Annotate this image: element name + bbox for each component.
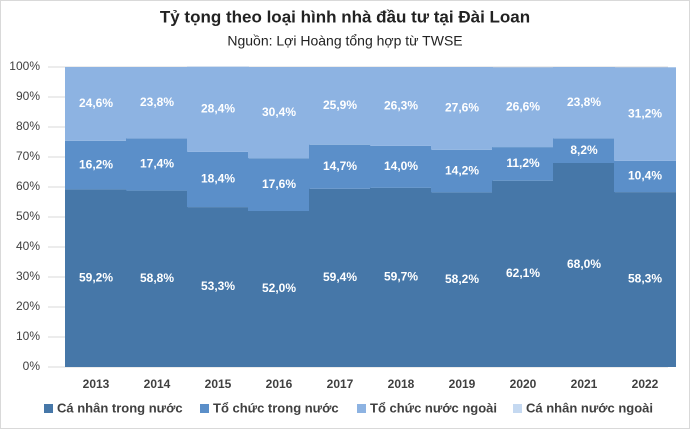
value-label: 58,2% (445, 272, 479, 286)
bar-segment (126, 138, 188, 191)
bar-segment (492, 67, 554, 148)
value-label: 10,4% (628, 169, 662, 183)
value-label: 25,9% (323, 98, 357, 112)
y-tick-label: 100% (9, 59, 40, 73)
y-tick-label: 80% (16, 119, 40, 133)
value-label: 26,3% (384, 99, 418, 113)
y-tick-label: 10% (16, 329, 40, 343)
value-label: 18,4% (201, 172, 235, 186)
value-label: 14,0% (384, 159, 418, 173)
y-tick-label: 70% (16, 149, 40, 163)
y-tick-label: 90% (16, 89, 40, 103)
value-label: 30,4% (262, 105, 296, 119)
y-tick-label: 30% (16, 269, 40, 283)
value-label: 58,3% (628, 272, 662, 286)
bar-segment (248, 211, 310, 367)
x-tick-label: 2017 (327, 377, 354, 391)
x-tick-label: 2016 (266, 377, 293, 391)
value-label: 28,4% (201, 101, 235, 115)
bar-segment (187, 151, 249, 208)
legend-swatch (44, 404, 53, 413)
x-tick-label: 2018 (388, 377, 415, 391)
bar-segment (187, 207, 249, 367)
value-label: 27,6% (445, 101, 479, 115)
legend-swatch (513, 404, 522, 413)
value-label: 52,0% (262, 281, 296, 295)
value-label: 68,0% (567, 257, 601, 271)
bar-segment (65, 67, 127, 141)
value-label: 24,6% (79, 96, 113, 110)
y-tick-label: 40% (16, 239, 40, 253)
legend-label: Cá nhân nước ngoài (526, 400, 653, 415)
x-tick-label: 2022 (632, 377, 659, 391)
value-label: 8,2% (570, 143, 598, 157)
value-label: 31,2% (628, 106, 662, 120)
value-label: 17,4% (140, 157, 174, 171)
bar-segment (492, 147, 554, 181)
bar-segment (431, 192, 493, 367)
value-label: 17,6% (262, 177, 296, 191)
y-tick-label: 0% (23, 359, 41, 373)
bar-segment (187, 66, 249, 152)
value-label: 16,2% (79, 157, 113, 171)
value-label: 58,8% (140, 271, 174, 285)
bar-segment (126, 67, 188, 139)
bar-segment (431, 67, 493, 150)
bar-segment (370, 187, 432, 367)
bar-segment (65, 140, 127, 190)
y-tick-label: 60% (16, 179, 40, 193)
legend-label: Tổ chức trong nước (213, 400, 339, 415)
bar-segment (309, 188, 371, 367)
bar-segment (248, 67, 310, 159)
legend-swatch (200, 404, 209, 413)
bar-segment (553, 163, 615, 367)
bar-segment (553, 138, 615, 163)
bar-segment (614, 160, 676, 193)
value-label: 59,4% (323, 270, 357, 284)
bar-segment (370, 67, 432, 146)
chart-title: Tỷ tọng theo loại hình nhà đầu tư tại Đà… (160, 7, 530, 26)
x-tick-label: 2019 (449, 377, 476, 391)
legend-swatch (357, 404, 366, 413)
value-label: 14,7% (323, 159, 357, 173)
x-tick-label: 2014 (144, 377, 171, 391)
bar-segment (248, 158, 310, 211)
value-label: 59,7% (384, 270, 418, 284)
bar-segment (614, 67, 676, 161)
value-label: 14,2% (445, 163, 479, 177)
bar-segment (309, 144, 371, 189)
x-tick-label: 2013 (83, 377, 110, 391)
bar-segment (553, 67, 615, 139)
value-label: 59,2% (79, 270, 113, 284)
y-tick-label: 20% (16, 299, 40, 313)
x-tick-label: 2015 (205, 377, 232, 391)
legend-label: Tổ chức nước ngoài (370, 400, 497, 415)
value-label: 62,1% (506, 266, 540, 280)
bar-segment (309, 67, 371, 145)
legend-label: Cá nhân trong nước (57, 400, 183, 415)
x-tick-label: 2021 (571, 377, 598, 391)
bar-segment (65, 189, 127, 367)
value-label: 26,6% (506, 99, 540, 113)
bar-segment (370, 145, 432, 188)
y-tick-label: 50% (16, 209, 40, 223)
bar-segment (492, 180, 554, 367)
value-label: 53,3% (201, 279, 235, 293)
value-label: 23,8% (140, 95, 174, 109)
value-label: 11,2% (506, 156, 540, 170)
x-tick-label: 2020 (510, 377, 537, 391)
bar-segment (126, 190, 188, 367)
value-label: 23,8% (567, 95, 601, 109)
bar-segment (431, 149, 493, 193)
chart-subtitle: Nguồn: Lợi Hoàng tổng hợp từ TWSE (227, 33, 462, 49)
bar-segment (614, 192, 676, 367)
